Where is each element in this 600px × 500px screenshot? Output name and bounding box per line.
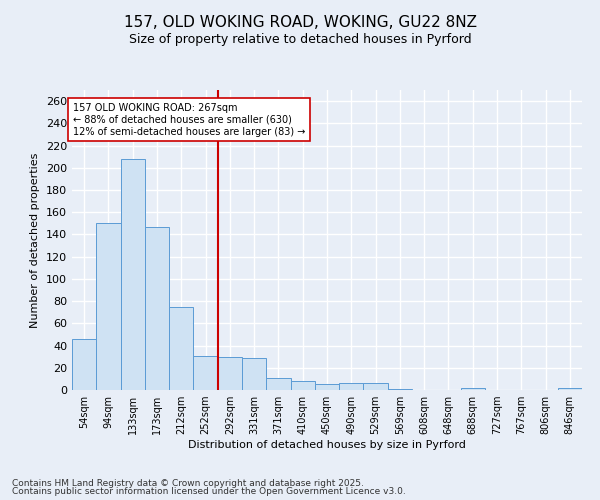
Bar (169, 306, 193, 390)
Bar (218, 356, 242, 390)
Bar (461, 388, 485, 390)
Bar (242, 358, 266, 390)
Bar (339, 384, 364, 390)
Bar (364, 384, 388, 390)
X-axis label: Distribution of detached houses by size in Pyrford: Distribution of detached houses by size … (188, 440, 466, 450)
Text: Contains HM Land Registry data © Crown copyright and database right 2025.: Contains HM Land Registry data © Crown c… (12, 478, 364, 488)
Bar (121, 159, 145, 390)
Y-axis label: Number of detached properties: Number of detached properties (31, 152, 40, 328)
Text: Contains public sector information licensed under the Open Government Licence v3: Contains public sector information licen… (12, 487, 406, 496)
Text: 157, OLD WOKING ROAD, WOKING, GU22 8NZ: 157, OLD WOKING ROAD, WOKING, GU22 8NZ (124, 15, 476, 30)
Text: Size of property relative to detached houses in Pyrford: Size of property relative to detached ho… (128, 32, 472, 46)
Bar (145, 226, 169, 390)
Text: 157 OLD WOKING ROAD: 267sqm
← 88% of detached houses are smaller (630)
12% of se: 157 OLD WOKING ROAD: 267sqm ← 88% of det… (73, 104, 305, 136)
Bar (96, 224, 121, 390)
Bar (266, 378, 290, 390)
Bar (193, 356, 218, 390)
Bar (290, 381, 315, 390)
Bar (558, 388, 582, 390)
Bar (315, 384, 339, 390)
Bar (388, 389, 412, 390)
Bar (72, 339, 96, 390)
